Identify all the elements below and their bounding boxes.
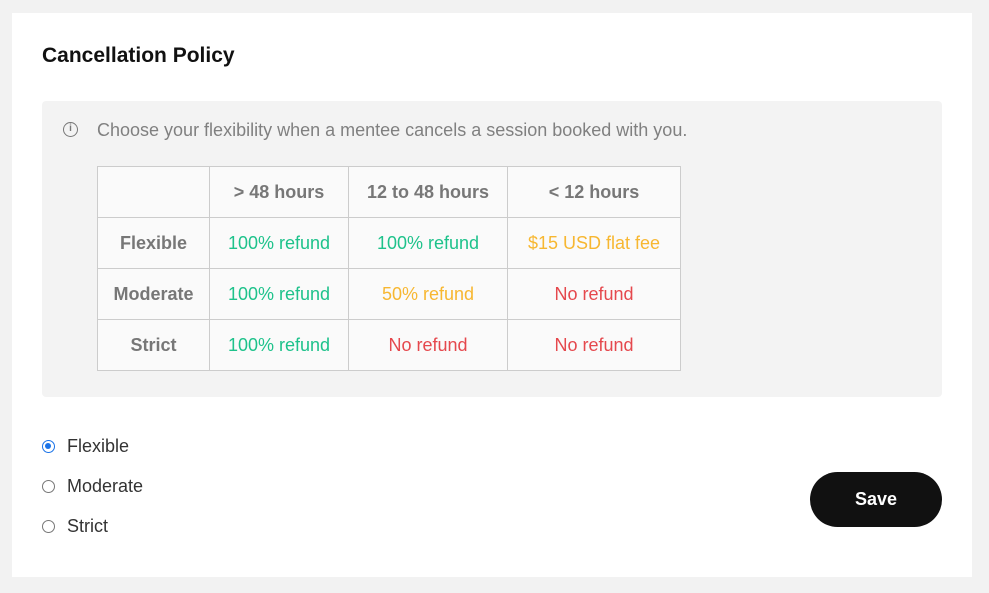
row-label: Strict bbox=[97, 319, 210, 371]
row-label: Flexible bbox=[97, 217, 210, 269]
table-cell: 100% refund bbox=[348, 217, 508, 269]
table-row: Strict 100% refund No refund No refund bbox=[97, 319, 681, 371]
radio-button[interactable] bbox=[42, 479, 55, 493]
cancellation-policy-card: Cancellation Policy i Choose your flexib… bbox=[12, 13, 972, 577]
table-cell: No refund bbox=[507, 268, 681, 320]
info-panel: i Choose your flexibility when a mentee … bbox=[42, 101, 942, 397]
table-cell: 50% refund bbox=[348, 268, 508, 320]
row-label: Moderate bbox=[97, 268, 210, 320]
column-header bbox=[97, 166, 210, 218]
radio-option-strict[interactable]: Strict bbox=[42, 506, 143, 546]
table-cell: No refund bbox=[348, 319, 508, 371]
table-cell: No refund bbox=[507, 319, 681, 371]
radio-button[interactable] bbox=[42, 519, 55, 533]
table-cell: $15 USD flat fee bbox=[507, 217, 681, 269]
radio-label: Flexible bbox=[67, 435, 130, 456]
radio-label: Strict bbox=[67, 515, 109, 536]
column-header: > 48 hours bbox=[209, 166, 349, 218]
table-row: Moderate 100% refund 50% refund No refund bbox=[97, 268, 681, 320]
column-header: < 12 hours bbox=[507, 166, 681, 218]
table-cell: 100% refund bbox=[209, 217, 349, 269]
column-header: 12 to 48 hours bbox=[348, 166, 508, 218]
section-title: Cancellation Policy bbox=[42, 44, 235, 67]
table-cell: 100% refund bbox=[209, 268, 349, 320]
table-row: Flexible 100% refund 100% refund $15 USD fl… bbox=[97, 217, 681, 269]
policy-table: > 48 hours 12 to 48 hours < 12 hours Flexi… bbox=[97, 166, 681, 371]
save-button[interactable]: Save bbox=[810, 472, 942, 527]
radio-option-flexible[interactable]: Flexible bbox=[42, 426, 143, 466]
info-text: Choose your flexibility when a mentee ca… bbox=[97, 120, 688, 140]
radio-option-moderate[interactable]: Moderate bbox=[42, 466, 143, 506]
info-icon: i bbox=[63, 122, 78, 137]
table-cell: 100% refund bbox=[209, 319, 349, 371]
policy-radio-group: Flexible Moderate Strict bbox=[42, 426, 143, 546]
radio-button[interactable] bbox=[42, 439, 55, 453]
radio-label: Moderate bbox=[67, 475, 144, 496]
